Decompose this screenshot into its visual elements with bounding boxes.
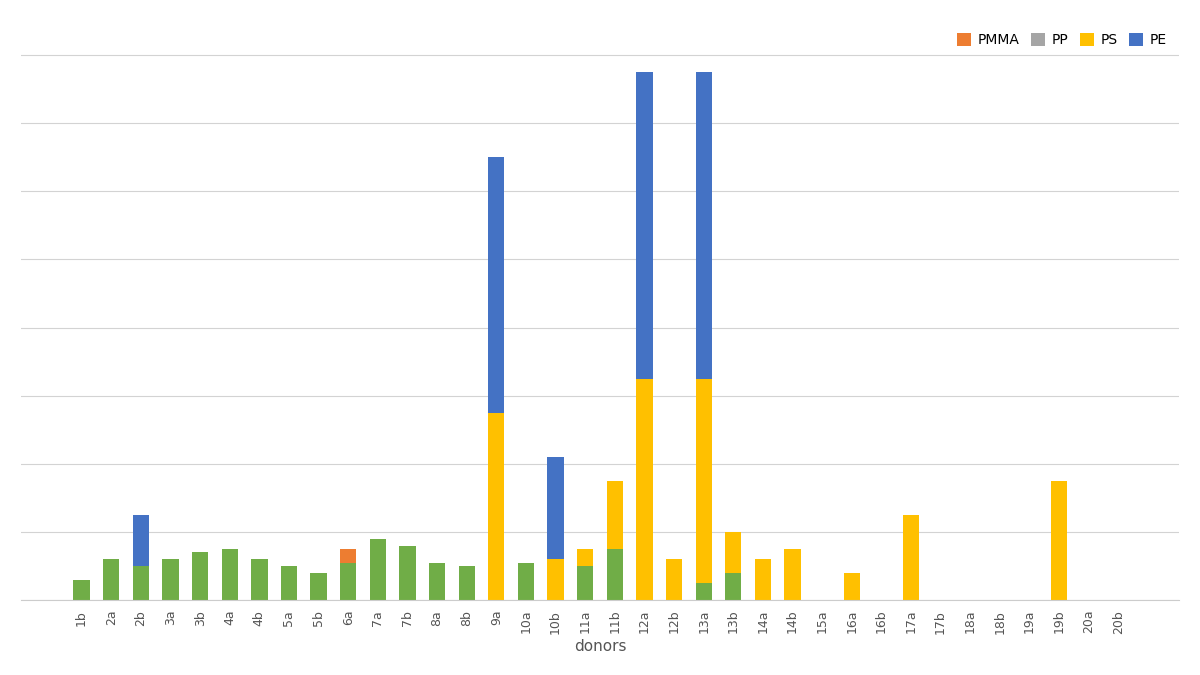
Bar — [785, 549, 800, 600]
Bar — [577, 566, 593, 600]
Bar — [133, 566, 149, 600]
Bar — [192, 552, 209, 600]
Bar — [636, 379, 653, 600]
Bar — [755, 560, 772, 600]
Bar — [607, 549, 623, 600]
Bar — [547, 560, 564, 600]
Bar — [844, 573, 860, 600]
Bar — [518, 563, 534, 600]
Bar — [340, 563, 356, 600]
Bar — [636, 72, 653, 379]
Bar — [607, 481, 623, 549]
Bar — [311, 573, 326, 600]
Bar — [133, 515, 149, 566]
Bar — [488, 157, 504, 412]
Bar — [458, 566, 475, 600]
Bar — [103, 560, 119, 600]
Bar — [73, 580, 90, 600]
X-axis label: donors: donors — [574, 639, 626, 654]
Bar — [577, 549, 593, 566]
Bar — [666, 560, 682, 600]
Bar — [902, 515, 919, 600]
Bar — [370, 539, 386, 600]
Bar — [340, 549, 356, 563]
Bar — [428, 563, 445, 600]
Bar — [725, 532, 742, 573]
Bar — [251, 560, 268, 600]
Bar — [547, 457, 564, 560]
Legend: PMMA, PP, PS, PE: PMMA, PP, PS, PE — [952, 28, 1172, 53]
Bar — [725, 573, 742, 600]
Bar — [222, 549, 238, 600]
Bar — [696, 379, 712, 583]
Bar — [400, 545, 415, 600]
Bar — [1051, 481, 1067, 600]
Bar — [696, 583, 712, 600]
Bar — [488, 412, 504, 600]
Bar — [281, 566, 298, 600]
Bar — [696, 72, 712, 379]
Bar — [162, 560, 179, 600]
